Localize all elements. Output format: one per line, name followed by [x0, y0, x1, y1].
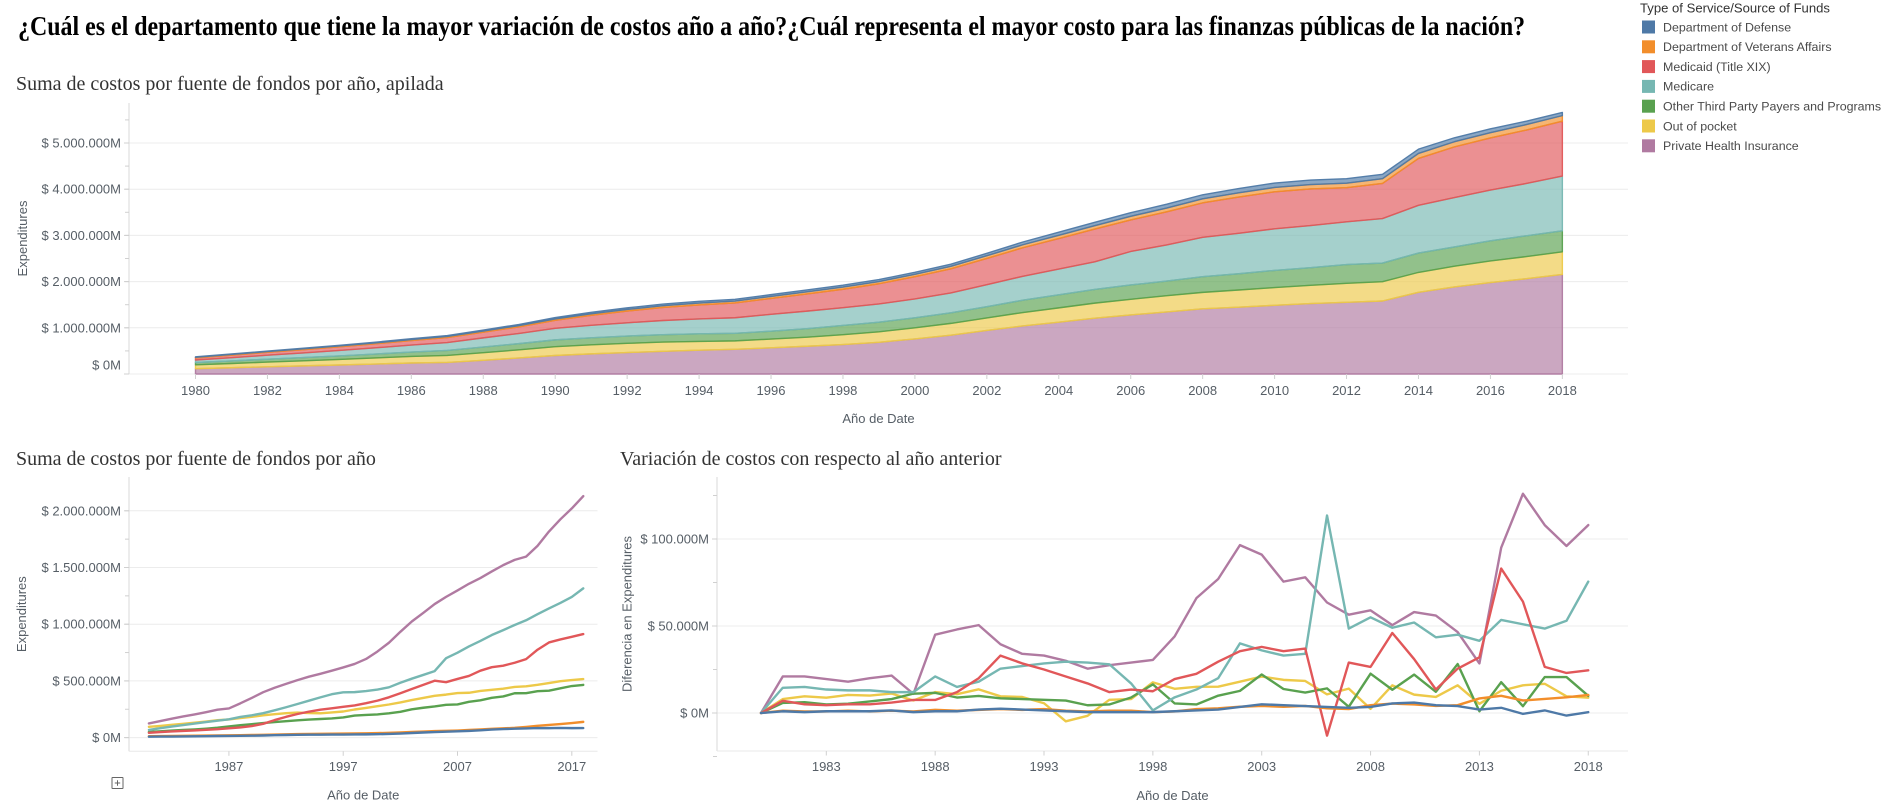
- svg-text:1990: 1990: [541, 383, 570, 398]
- svg-text:2016: 2016: [1476, 383, 1505, 398]
- svg-text:Department of Veterans Affairs: Department of Veterans Affairs: [1663, 40, 1832, 54]
- svg-text:1982: 1982: [253, 383, 282, 398]
- svg-text:1998: 1998: [1138, 759, 1167, 774]
- svg-text:Año de Date: Año de Date: [842, 411, 914, 426]
- svg-text:$ 1.000.000M: $ 1.000.000M: [41, 320, 121, 335]
- svg-text:1988: 1988: [469, 383, 498, 398]
- svg-text:2017: 2017: [557, 759, 586, 774]
- svg-text:2002: 2002: [972, 383, 1001, 398]
- svg-text:2008: 2008: [1188, 383, 1217, 398]
- svg-text:Medicaid (Title XIX): Medicaid (Title XIX): [1663, 60, 1771, 74]
- svg-text:Department of Defense: Department of Defense: [1663, 20, 1791, 34]
- svg-text:1992: 1992: [613, 383, 642, 398]
- svg-text:1993: 1993: [1030, 759, 1059, 774]
- svg-text:2004: 2004: [1044, 383, 1073, 398]
- svg-text:$ 100.000M: $ 100.000M: [640, 532, 709, 547]
- svg-text:1994: 1994: [685, 383, 714, 398]
- svg-text:$ 0M: $ 0M: [92, 358, 121, 373]
- svg-text:$ 1.500.000M: $ 1.500.000M: [41, 560, 121, 575]
- svg-text:2014: 2014: [1404, 383, 1433, 398]
- svg-text:Medicare: Medicare: [1663, 80, 1714, 94]
- svg-text:1996: 1996: [757, 383, 786, 398]
- svg-text:1983: 1983: [812, 759, 841, 774]
- svg-text:2007: 2007: [443, 759, 472, 774]
- svg-text:$ 500.000M: $ 500.000M: [52, 673, 121, 688]
- svg-text:$ 50.000M: $ 50.000M: [648, 619, 709, 634]
- svg-text:1998: 1998: [828, 383, 857, 398]
- svg-text:Expenditures: Expenditures: [14, 576, 29, 652]
- svg-text:Año de Date: Año de Date: [1136, 788, 1208, 803]
- svg-text:2008: 2008: [1356, 759, 1385, 774]
- svg-text:$ 2.000.000M: $ 2.000.000M: [41, 274, 121, 289]
- svg-text:Diferencia en Expenditures: Diferencia en Expenditures: [620, 535, 635, 692]
- svg-text:Variación de costos con respec: Variación de costos con respecto al año …: [620, 448, 1002, 470]
- svg-text:1988: 1988: [921, 759, 950, 774]
- svg-text:Expenditures: Expenditures: [15, 200, 30, 276]
- svg-text:2013: 2013: [1465, 759, 1494, 774]
- svg-text:$ 0M: $ 0M: [680, 706, 709, 721]
- svg-text:$ 1.000.000M: $ 1.000.000M: [41, 617, 121, 632]
- svg-text:$ 5.000.000M: $ 5.000.000M: [41, 136, 121, 151]
- svg-text:2018: 2018: [1548, 383, 1577, 398]
- svg-text:$ 0M: $ 0M: [92, 730, 121, 745]
- svg-text:$ 4.000.000M: $ 4.000.000M: [41, 182, 121, 197]
- svg-text:Suma de costos por fuente de f: Suma de costos por fuente de fondos por …: [16, 73, 444, 95]
- svg-text:$ 2.000.000M: $ 2.000.000M: [41, 503, 121, 518]
- svg-text:2012: 2012: [1332, 383, 1361, 398]
- svg-text:Suma de costos por fuente de f: Suma de costos por fuente de fondos por …: [16, 448, 376, 470]
- svg-text:1984: 1984: [325, 383, 354, 398]
- svg-text:2010: 2010: [1260, 383, 1289, 398]
- svg-text:2006: 2006: [1116, 383, 1145, 398]
- svg-text:Other Third Party Payers and P: Other Third Party Payers and Programs: [1663, 100, 1881, 114]
- svg-text:Private Health Insurance: Private Health Insurance: [1663, 139, 1799, 153]
- svg-text:1986: 1986: [397, 383, 426, 398]
- svg-text:1997: 1997: [329, 759, 358, 774]
- svg-text:1987: 1987: [214, 759, 243, 774]
- svg-text:Out of pocket: Out of pocket: [1663, 119, 1737, 133]
- svg-text:2003: 2003: [1247, 759, 1276, 774]
- svg-text:2000: 2000: [900, 383, 929, 398]
- svg-text:$ 3.000.000M: $ 3.000.000M: [41, 228, 121, 243]
- svg-text:Año de Date: Año de Date: [327, 788, 399, 803]
- svg-text:1980: 1980: [181, 383, 210, 398]
- svg-text:2018: 2018: [1574, 759, 1603, 774]
- svg-text:Type of Service/Source of Fund: Type of Service/Source of Funds: [1640, 1, 1830, 16]
